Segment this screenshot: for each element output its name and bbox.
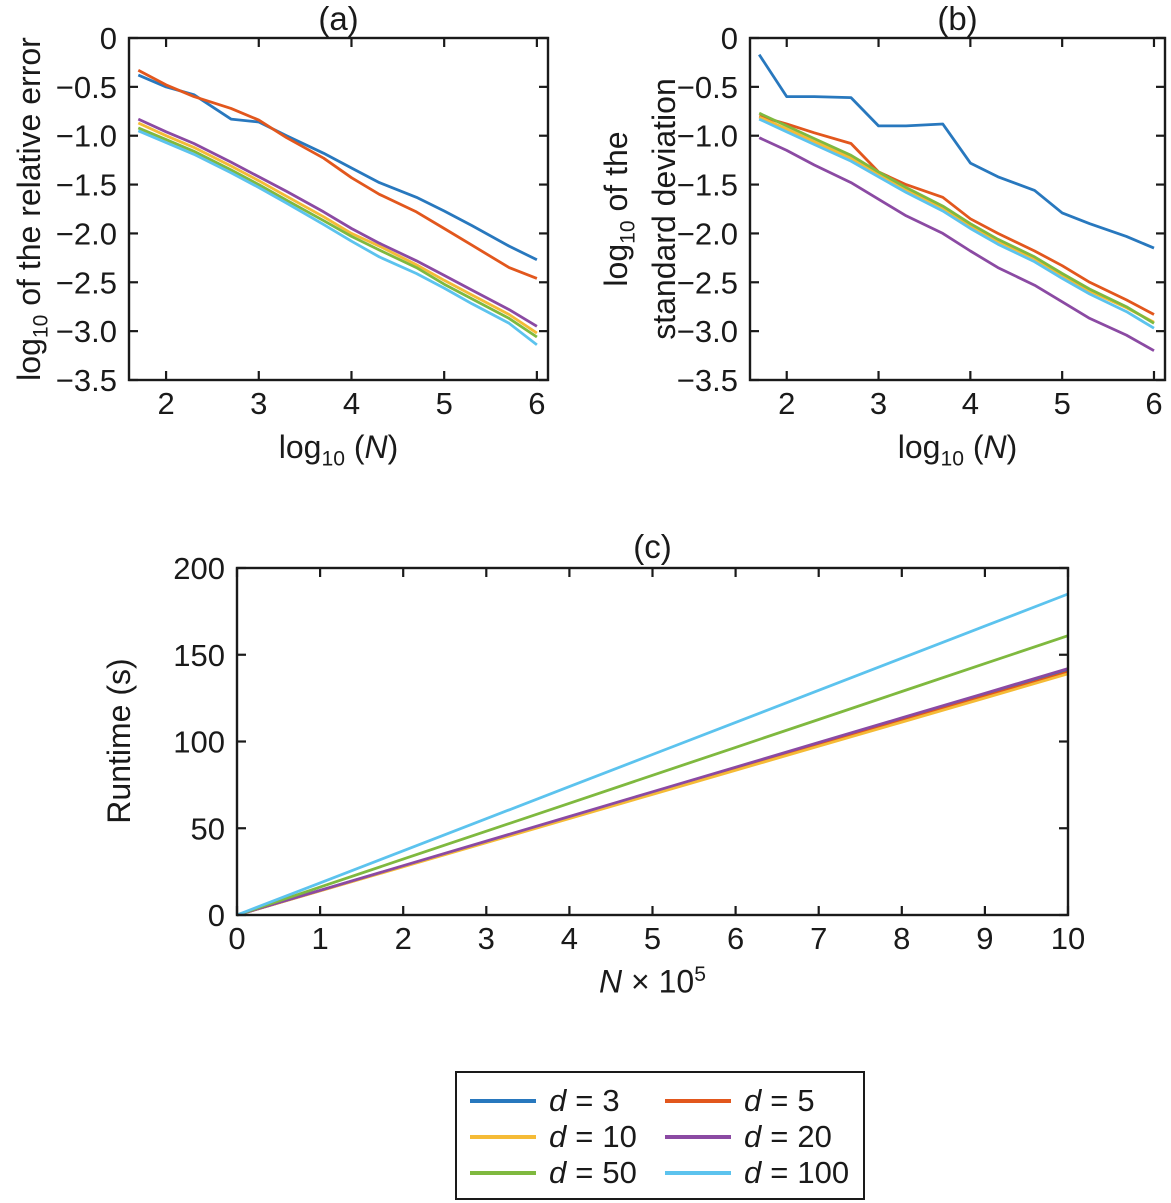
axis-ticks xyxy=(235,566,1070,917)
svg-text:5: 5 xyxy=(1054,386,1071,421)
legend-entry-d-20: d = 20 xyxy=(665,1119,850,1155)
svg-text:−1.0: −1.0 xyxy=(56,119,117,154)
svg-text:−3.0: −3.0 xyxy=(56,314,117,349)
svg-text:2: 2 xyxy=(395,921,412,956)
legend-label-d-3: d = 3 xyxy=(549,1083,620,1118)
panel-a-y-axis-label: log10 of the relative error xyxy=(11,37,53,381)
legend-entry-d-100: d = 100 xyxy=(665,1155,850,1191)
axes-frame xyxy=(127,36,550,382)
series-line-d-5 xyxy=(137,68,538,280)
svg-text:0: 0 xyxy=(721,21,738,56)
series-line-d-10 xyxy=(758,115,1155,324)
legend-line-swatch-d-10 xyxy=(470,1135,536,1139)
svg-text:−2.0: −2.0 xyxy=(56,216,117,251)
svg-text:0: 0 xyxy=(208,898,225,933)
legend-line-swatch-d-100 xyxy=(665,1171,731,1175)
legend-box: d = 3 d = 5 d = 10 d = 20 d = 50 d = 100 xyxy=(455,1071,865,1200)
panel-b-y-axis-label: log10 of the standard deviation xyxy=(598,78,683,340)
legend-entry-d-5: d = 5 xyxy=(665,1083,850,1119)
svg-text:−1.0: −1.0 xyxy=(677,119,738,154)
axes-frame xyxy=(235,566,1070,917)
svg-text:8: 8 xyxy=(893,921,910,956)
series-line-d-100 xyxy=(137,129,538,346)
svg-text:5: 5 xyxy=(436,386,453,421)
svg-text:150: 150 xyxy=(173,638,225,673)
svg-text:7: 7 xyxy=(810,921,827,956)
legend-label-d-5: d = 5 xyxy=(744,1083,815,1118)
legend-label-d-100: d = 100 xyxy=(744,1155,850,1190)
panel-b-plot: 2 3 4 5 6 0 −0.5 −1.0 −1.5 −2.0 −2.5 −3.0 −3.5 xyxy=(677,21,1167,421)
panel-a-title: (a) xyxy=(318,0,359,37)
svg-text:4: 4 xyxy=(962,386,979,421)
svg-text:−2.5: −2.5 xyxy=(56,265,117,300)
legend-entry-d-10: d = 10 xyxy=(470,1119,665,1155)
panel-a-x-axis-label: log10 (N) xyxy=(278,429,399,471)
series-line-d-5 xyxy=(758,114,1155,316)
svg-text:4: 4 xyxy=(561,921,578,956)
svg-text:100: 100 xyxy=(173,725,225,760)
svg-text:−2.5: −2.5 xyxy=(677,265,738,300)
series-line-d-20 xyxy=(236,667,1069,917)
svg-text:4: 4 xyxy=(343,386,360,421)
legend-entry-d-3: d = 3 xyxy=(470,1083,665,1119)
series-line-d-100 xyxy=(758,117,1155,330)
panel-b-title: (b) xyxy=(937,0,978,37)
svg-text:6: 6 xyxy=(1145,386,1162,421)
legend-line-swatch-d-20 xyxy=(665,1135,731,1139)
panel-c-x-axis-label: N × 105 xyxy=(599,963,706,1000)
svg-text:3: 3 xyxy=(870,386,887,421)
axes-frame xyxy=(748,36,1167,382)
svg-text:−2.0: −2.0 xyxy=(677,216,738,251)
svg-text:−3.5: −3.5 xyxy=(677,363,738,398)
svg-text:−3.0: −3.0 xyxy=(677,314,738,349)
svg-text:−0.5: −0.5 xyxy=(56,70,117,105)
panel-c-title: (c) xyxy=(633,528,672,565)
axis-ticks xyxy=(750,36,1165,382)
svg-text:6: 6 xyxy=(528,386,545,421)
svg-text:3: 3 xyxy=(250,386,267,421)
legend-line-swatch-d-5 xyxy=(665,1099,731,1103)
svg-text:0: 0 xyxy=(228,921,245,956)
legend-label-d-10: d = 10 xyxy=(549,1119,637,1154)
svg-text:1: 1 xyxy=(311,921,328,956)
svg-text:9: 9 xyxy=(976,921,993,956)
svg-text:200: 200 xyxy=(173,551,225,586)
series-line-d-20 xyxy=(758,136,1155,352)
legend-entry-d-50: d = 50 xyxy=(470,1155,665,1191)
axis-ticks xyxy=(129,36,548,382)
svg-text:3: 3 xyxy=(478,921,495,956)
legend-line-swatch-d-3 xyxy=(470,1099,536,1103)
svg-text:−1.5: −1.5 xyxy=(677,168,738,203)
panel-c-y-axis-label: Runtime (s) xyxy=(101,658,137,824)
series-line-d-20 xyxy=(137,117,538,328)
svg-text:−3.5: −3.5 xyxy=(56,363,117,398)
legend-label-d-20: d = 20 xyxy=(744,1119,832,1154)
tick-labels: 2 3 4 5 6 0 −0.5 −1.0 −1.5 −2.0 −2.5 −3.0 −3.5 xyxy=(56,21,546,421)
svg-text:50: 50 xyxy=(191,811,225,846)
series-line-d-50 xyxy=(137,126,538,339)
series-line-d-3 xyxy=(758,53,1155,250)
svg-text:2: 2 xyxy=(778,386,795,421)
svg-text:5: 5 xyxy=(644,921,661,956)
tick-labels: 2 3 4 5 6 0 −0.5 −1.0 −1.5 −2.0 −2.5 −3.0 −3.5 xyxy=(677,21,1163,421)
svg-text:−1.5: −1.5 xyxy=(56,168,117,203)
panel-a-plot: 2 3 4 5 6 0 −0.5 −1.0 −1.5 −2.0 −2.5 −3.0 −3.5 xyxy=(56,21,550,421)
legend-label-d-50: d = 50 xyxy=(549,1155,637,1190)
legend-line-swatch-d-50 xyxy=(470,1171,536,1175)
series-line-d-100 xyxy=(236,592,1069,917)
svg-text:6: 6 xyxy=(727,921,744,956)
svg-text:10: 10 xyxy=(1051,921,1085,956)
svg-text:0: 0 xyxy=(100,21,117,56)
series-line-d-10 xyxy=(137,121,538,335)
svg-text:−0.5: −0.5 xyxy=(677,70,738,105)
series-line-d-50 xyxy=(236,634,1069,917)
panel-b-x-axis-label: log10 (N) xyxy=(897,429,1018,471)
series-line-d-50 xyxy=(758,111,1155,325)
svg-text:2: 2 xyxy=(157,386,174,421)
